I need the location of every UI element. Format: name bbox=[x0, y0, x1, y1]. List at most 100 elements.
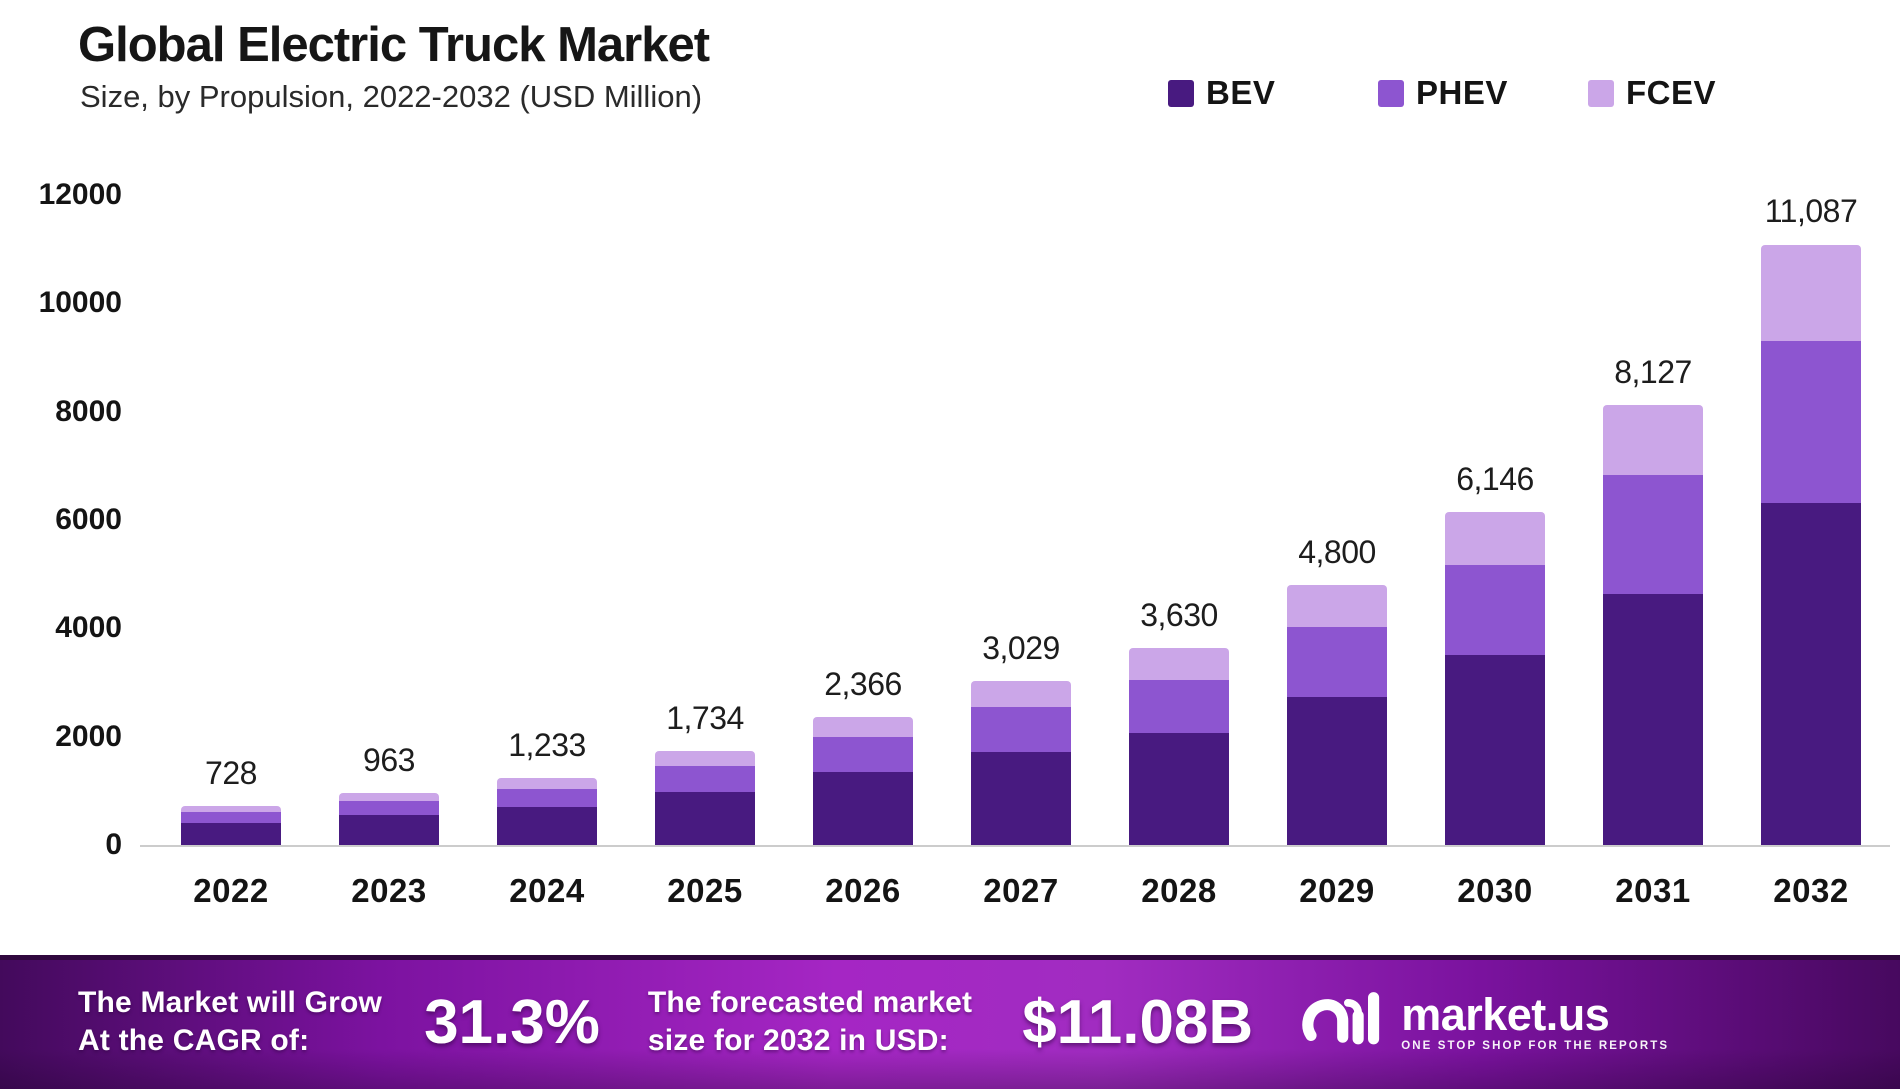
forecast-value: $11.08B bbox=[1022, 987, 1254, 1057]
x-axis-label-2024: 2024 bbox=[509, 872, 585, 909]
bar-value-label-2029: 4,800 bbox=[1298, 534, 1376, 570]
bar-segment-phev-2030 bbox=[1445, 565, 1545, 656]
bar-segment-bev-2024 bbox=[497, 806, 597, 845]
legend-label: BEV bbox=[1206, 74, 1276, 111]
bar-value-label-2030: 6,146 bbox=[1456, 461, 1534, 498]
stacked-bar-2029: 4,800 bbox=[1287, 534, 1387, 845]
brand-name: market.us bbox=[1401, 989, 1610, 1040]
bar-segment-bev-2031 bbox=[1603, 594, 1703, 845]
bar-segment-fcev-2027 bbox=[971, 681, 1071, 708]
bar-segment-bev-2023 bbox=[339, 815, 439, 845]
bar-segment-phev-2032 bbox=[1761, 340, 1861, 503]
legend-swatch-fcev bbox=[1588, 79, 1614, 107]
x-axis-label-2025: 2025 bbox=[667, 872, 743, 909]
stacked-bar-2022: 728 bbox=[181, 755, 281, 845]
bar-segment-fcev-2023 bbox=[339, 792, 439, 802]
stacked-bar-2024: 1,233 bbox=[497, 727, 597, 845]
stacked-bar-2028: 3,630 bbox=[1129, 597, 1229, 845]
legend-item-fcev: FCEV bbox=[1588, 74, 1798, 112]
bar-segment-bev-2030 bbox=[1445, 655, 1545, 845]
bar-value-label-2031: 8,127 bbox=[1614, 353, 1692, 390]
bar-value-label-2023: 963 bbox=[363, 741, 415, 778]
forecast-label-line2: size for 2032 in USD: bbox=[647, 1024, 949, 1057]
x-axis-line bbox=[140, 845, 1890, 847]
bar-segment-phev-2024 bbox=[497, 788, 597, 807]
y-axis-tick-label: 8000 bbox=[55, 394, 122, 428]
bar-column-2030: 6,146 bbox=[1416, 195, 1574, 845]
stacked-bar-2027: 3,029 bbox=[971, 630, 1071, 845]
stacked-bar-2032: 11,087 bbox=[1761, 193, 1861, 845]
bar-segment-fcev-2030 bbox=[1445, 512, 1545, 566]
x-axis-label-2028: 2028 bbox=[1141, 872, 1217, 909]
bar-segment-bev-2026 bbox=[813, 771, 913, 845]
bar-segment-bev-2025 bbox=[655, 791, 755, 845]
forecast-label-line1: The forecasted market bbox=[647, 986, 973, 1019]
brand-lockup: market.us ONE STOP SHOP FOR THE REPORTS bbox=[1295, 984, 1669, 1061]
x-axis-label-2030: 2030 bbox=[1457, 872, 1533, 909]
bar-column-2022: 728 bbox=[152, 195, 310, 845]
cagr-label-line2: At the CAGR of: bbox=[78, 1024, 310, 1057]
bar-segment-fcev-2026 bbox=[813, 716, 913, 738]
bar-segment-fcev-2024 bbox=[497, 778, 597, 789]
bar-segment-bev-2032 bbox=[1761, 502, 1861, 845]
bar-segment-phev-2029 bbox=[1287, 626, 1387, 697]
bar-column-2028: 3,630 bbox=[1100, 195, 1258, 845]
bar-column-2027: 3,029 bbox=[942, 195, 1100, 845]
bar-value-label-2032: 11,087 bbox=[1764, 193, 1858, 230]
bar-segment-fcev-2032 bbox=[1761, 244, 1861, 341]
bar-segment-phev-2027 bbox=[971, 707, 1071, 752]
stacked-bar-2031: 8,127 bbox=[1603, 354, 1703, 845]
bar-segment-fcev-2022 bbox=[181, 805, 281, 812]
bar-segment-bev-2029 bbox=[1287, 696, 1387, 845]
cagr-label: The Market will Grow At the CAGR of: bbox=[78, 984, 382, 1060]
bar-value-label-2026: 2,366 bbox=[824, 665, 902, 702]
bar-segment-phev-2023 bbox=[339, 801, 439, 816]
bar-segment-phev-2031 bbox=[1603, 475, 1703, 595]
y-axis-tick-label: 10000 bbox=[38, 286, 122, 320]
bar-segment-phev-2026 bbox=[813, 737, 913, 772]
footer-banner: The Market will Grow At the CAGR of: 31.… bbox=[0, 955, 1900, 1089]
legend-swatch-bev bbox=[1168, 79, 1194, 107]
x-axis-label-2027: 2027 bbox=[983, 872, 1059, 909]
chart-header: Global Electric Truck Market Size, by Pr… bbox=[78, 16, 710, 116]
bar-segment-fcev-2029 bbox=[1287, 585, 1387, 627]
bar-segment-phev-2028 bbox=[1129, 679, 1229, 733]
x-axis-label-2029: 2029 bbox=[1299, 872, 1375, 909]
bar-value-label-2028: 3,630 bbox=[1140, 597, 1218, 634]
bar-segment-phev-2022 bbox=[181, 811, 281, 823]
y-axis-tick-label: 4000 bbox=[55, 611, 122, 645]
bar-value-label-2024: 1,233 bbox=[508, 727, 586, 764]
bar-segment-bev-2022 bbox=[181, 822, 281, 845]
cagr-value: 31.3% bbox=[424, 987, 600, 1057]
legend-swatch-phev bbox=[1378, 79, 1404, 107]
legend-label: FCEV bbox=[1626, 74, 1717, 111]
bar-segment-fcev-2028 bbox=[1129, 648, 1229, 680]
cagr-label-line1: The Market will Grow bbox=[78, 986, 383, 1019]
bar-column-2031: 8,127 bbox=[1574, 195, 1732, 845]
bar-column-2023: 963 bbox=[310, 195, 468, 845]
forecast-label: The forecasted market size for 2032 in U… bbox=[648, 984, 972, 1060]
legend-item-phev: PHEV bbox=[1378, 74, 1588, 112]
stacked-bar-2023: 963 bbox=[339, 742, 439, 845]
bar-value-label-2022: 728 bbox=[205, 754, 257, 791]
bar-segment-phev-2025 bbox=[655, 766, 755, 792]
stacked-bar-2025: 1,734 bbox=[655, 700, 755, 845]
page-subtitle: Size, by Propulsion, 2022-2032 (USD Mill… bbox=[80, 79, 703, 114]
legend-label: PHEV bbox=[1416, 74, 1508, 111]
stacked-bar-2026: 2,366 bbox=[813, 666, 913, 845]
x-axis-label-2023: 2023 bbox=[351, 872, 427, 909]
x-axis-label-2026: 2026 bbox=[825, 872, 901, 909]
y-axis-tick-label: 2000 bbox=[55, 719, 122, 753]
bar-column-2032: 11,087 bbox=[1732, 193, 1890, 845]
x-axis-label-2032: 2032 bbox=[1773, 872, 1849, 909]
legend-item-bev: BEV bbox=[1168, 74, 1378, 112]
x-axis-label-2022: 2022 bbox=[193, 872, 269, 909]
bar-segment-fcev-2025 bbox=[655, 751, 755, 767]
bar-segment-fcev-2031 bbox=[1603, 404, 1703, 476]
y-axis-tick-label: 6000 bbox=[55, 503, 122, 536]
chart-legend: BEV PHEV FCEV bbox=[1168, 74, 1798, 112]
bar-column-2029: 4,800 bbox=[1258, 195, 1416, 845]
y-axis-tick-label: 12000 bbox=[38, 178, 122, 211]
